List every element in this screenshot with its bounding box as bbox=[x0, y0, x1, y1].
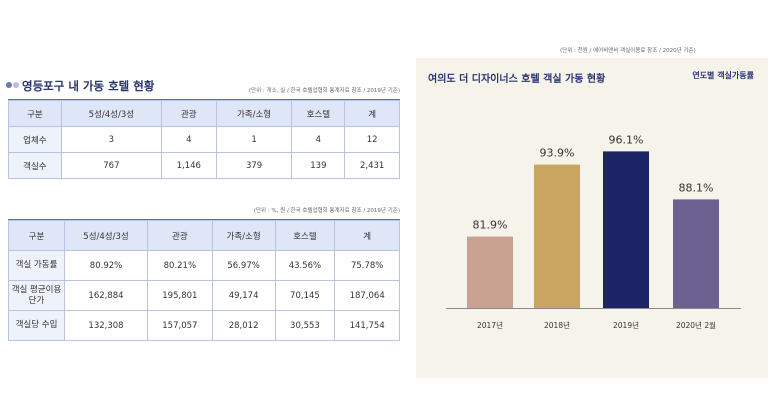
table-cell: 12 bbox=[344, 126, 400, 153]
header-cell: 관광 bbox=[160, 100, 217, 127]
row-label: 객실 가동률 bbox=[8, 250, 65, 281]
header-cell: 구분 bbox=[8, 220, 65, 251]
bar-1 bbox=[467, 236, 513, 308]
tick-label-2: 2018년 bbox=[544, 320, 570, 330]
table-header-row: 구분 5성/4성/3성 관광 가족/소형 호스텔 계 bbox=[8, 100, 400, 127]
table-cell: 80.92% bbox=[63, 250, 149, 281]
data-label-4: 88.1% bbox=[679, 181, 714, 194]
row-label: 객실 평균이용단가 bbox=[8, 280, 65, 311]
table-cell: 132,308 bbox=[63, 310, 149, 341]
table-cell: 30,553 bbox=[274, 310, 336, 341]
table-cell: 75.78% bbox=[334, 250, 400, 281]
tick-label-3: 2019년 bbox=[613, 320, 639, 330]
header-cell: 계 bbox=[344, 100, 400, 127]
row-label: 업체수 bbox=[8, 126, 62, 153]
header-cell: 호스텔 bbox=[291, 100, 346, 127]
table-cell: 139 bbox=[291, 152, 346, 179]
bar-chart: 81.9% 2017년 93.9% 2018년 96.1% 2019년 88.1% 2020년… bbox=[446, 133, 741, 330]
table-cell: 2,431 bbox=[344, 152, 400, 179]
row-label: 객실수 bbox=[8, 152, 62, 179]
header-cell: 구분 bbox=[8, 100, 62, 127]
header-cell: 관광 bbox=[147, 220, 213, 251]
table-cell: 767 bbox=[60, 152, 162, 179]
table-cell: 162,884 bbox=[63, 280, 149, 311]
table-row: 객실 평균이용단가 162,884 195,801 49,174 70,145 … bbox=[8, 280, 400, 311]
table-cell: 80.21% bbox=[147, 250, 213, 281]
left-section: 영등포구 내 가동 호텔 현황 (단위 : 개소, 실 / 한국 호텔업협회 통… bbox=[6, 76, 404, 341]
table-row: 객실 가동률 80.92% 80.21% 56.97% 43.56% 75.78… bbox=[8, 250, 400, 281]
header-cell: 가족/소형 bbox=[215, 100, 293, 127]
table-cell: 1 bbox=[215, 126, 293, 153]
chart-panel: 여의도 더 디자이너스 호텔 객실 가동 현황 연도별 객실가동률 81.9% 2… bbox=[416, 58, 768, 378]
table2-note: (단위 : %, 원 / 한국 호텔업협회 통계자료 참조 / 2019년 기준… bbox=[253, 208, 400, 214]
bar-4 bbox=[673, 199, 719, 308]
table-cell: 43.56% bbox=[274, 250, 336, 281]
table-cell: 379 bbox=[215, 152, 293, 179]
table-header-row: 구분 5성/4성/3성 관광 가족/소형 호스텔 계 bbox=[8, 220, 400, 251]
table-cell: 1,146 bbox=[160, 152, 217, 179]
unit-note: (단위 : 천원 / 에어비앤비 객실이용료 참조 / 2020년 기준) bbox=[560, 48, 696, 54]
table-cell: 3 bbox=[60, 126, 162, 153]
table-cell: 187,064 bbox=[334, 280, 400, 311]
table-row: 업체수 3 4 1 4 12 bbox=[8, 126, 400, 153]
bar-3 bbox=[603, 151, 649, 308]
section-title: 영등포구 내 가동 호텔 현황 bbox=[22, 79, 155, 93]
header-cell: 5성/4성/3성 bbox=[60, 100, 162, 127]
bar-2 bbox=[534, 164, 580, 308]
table-cell: 141,754 bbox=[334, 310, 400, 341]
row-label: 객실당 수입 bbox=[8, 310, 65, 341]
data-label-3: 96.1% bbox=[609, 133, 644, 146]
table-row: 객실당 수입 132,308 157,057 28,012 30,553 141… bbox=[8, 310, 400, 341]
hotel-occupancy-table: 구분 5성/4성/3성 관광 가족/소형 호스텔 계 객실 가동률 80.92%… bbox=[8, 220, 400, 341]
header-cell: 5성/4성/3성 bbox=[63, 220, 149, 251]
tick-label-1: 2017년 bbox=[477, 320, 503, 330]
tick-label-4: 2020년 2월 bbox=[676, 320, 716, 330]
table-cell: 28,012 bbox=[211, 310, 276, 341]
table-cell: 195,801 bbox=[147, 280, 213, 311]
data-label-2: 93.9% bbox=[540, 147, 575, 160]
table-row: 객실수 767 1,146 379 139 2,431 bbox=[8, 152, 400, 179]
dot-dark-icon bbox=[6, 82, 12, 88]
table-cell: 157,057 bbox=[147, 310, 213, 341]
bullet-dots-icon bbox=[6, 82, 20, 90]
section-header: 영등포구 내 가동 호텔 현황 (단위 : 개소, 실 / 한국 호텔업협회 통… bbox=[6, 76, 404, 96]
chart-title: 여의도 더 디자이너스 호텔 객실 가동 현황 bbox=[428, 74, 606, 85]
table1-note: (단위 : 개소, 실 / 한국 호텔업협회 통계자료 참조 / 2019년 기… bbox=[248, 88, 400, 94]
hotel-count-table: 구분 5성/4성/3성 관광 가족/소형 호스텔 계 업체수 3 4 1 4 1… bbox=[8, 100, 400, 179]
table-cell: 49,174 bbox=[211, 280, 276, 311]
table-cell: 4 bbox=[160, 126, 217, 153]
header-cell: 계 bbox=[334, 220, 400, 251]
header-cell: 가족/소형 bbox=[211, 220, 276, 251]
table-cell: 70,145 bbox=[274, 280, 336, 311]
table-cell: 4 bbox=[291, 126, 346, 153]
table-cell: 56.97% bbox=[211, 250, 276, 281]
dot-light-icon bbox=[13, 82, 19, 88]
chart-legend: 연도별 객실가동률 bbox=[692, 71, 754, 80]
data-label-1: 81.9% bbox=[473, 219, 508, 232]
header-cell: 호스텔 bbox=[274, 220, 336, 251]
